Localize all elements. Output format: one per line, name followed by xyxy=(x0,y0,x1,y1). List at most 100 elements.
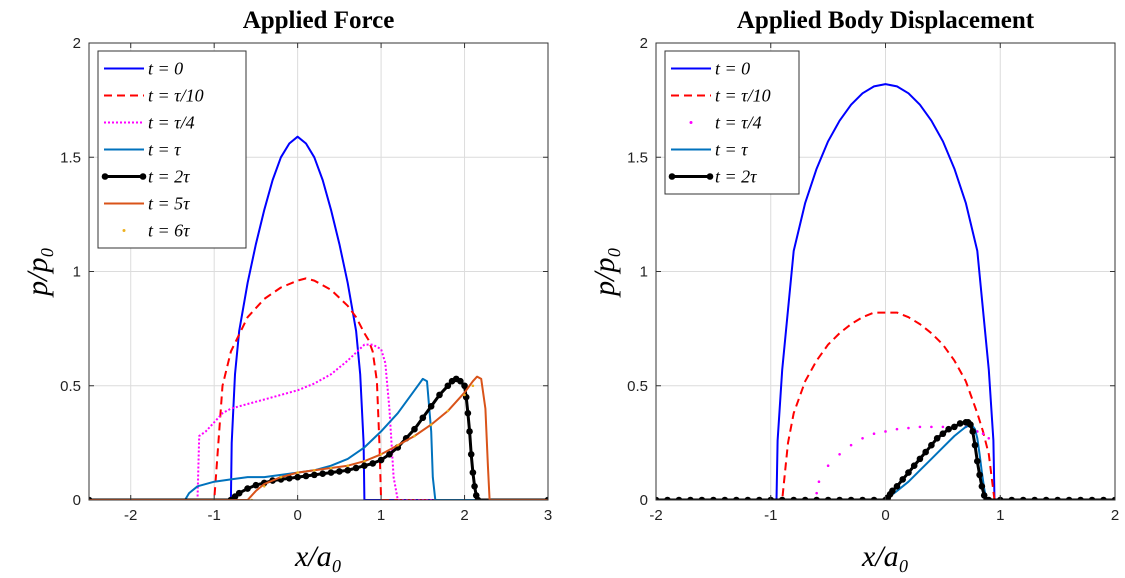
y-tick-label: 0.5 xyxy=(627,378,648,395)
series-marker-5 xyxy=(285,474,293,482)
series-point-7 xyxy=(463,393,466,397)
series-marker-5 xyxy=(928,441,935,449)
series-point-3 xyxy=(817,480,821,484)
series-marker-5 xyxy=(474,496,482,500)
legend-entry-label: t = τ/10 xyxy=(715,86,771,106)
series-marker-5 xyxy=(294,473,301,481)
series-marker-5 xyxy=(956,420,964,427)
y-tick-label: 2 xyxy=(73,35,81,52)
series-point-3 xyxy=(849,443,853,447)
series-marker-5 xyxy=(1077,496,1084,500)
legend-entry-label: t = τ/4 xyxy=(148,113,195,133)
chart-panel-1: -2 -1 0 1 2 3 0 0.5 1 1.5 2 Applied Force x/a₀ p/p₀ t … xyxy=(21,7,552,573)
series-point-3 xyxy=(941,425,945,429)
series-point-7 xyxy=(363,459,366,463)
legend: t = 0 t = τ/10 t = τ/4 t = τ t = 2τ t = 5τ t =… xyxy=(97,50,247,249)
series-marker-5 xyxy=(457,377,464,385)
series-marker-5 xyxy=(1019,496,1027,500)
series-point-3 xyxy=(861,437,864,440)
legend: t = 0 t = τ/10 t = τ/4 t = τ t = 2τ xyxy=(664,50,800,195)
series-point-3 xyxy=(895,427,899,431)
series-marker-5 xyxy=(461,382,468,390)
series-marker-5 xyxy=(252,481,260,489)
series-marker-5 xyxy=(899,476,907,483)
series-point-7 xyxy=(446,409,450,413)
series-marker-5 xyxy=(801,496,809,500)
series-marker-5 xyxy=(985,496,993,500)
series-marker-5 xyxy=(469,469,477,476)
legend-entry-label: t = 0 xyxy=(715,59,750,79)
series-marker-5 xyxy=(721,496,729,500)
series-marker-5 xyxy=(967,421,974,428)
series-marker-5 xyxy=(352,464,360,472)
y-tick-label: 0 xyxy=(73,492,81,509)
series-marker-5 xyxy=(859,496,866,500)
chart-panel-2: -2 -1 0 1 2 0 0.5 1 1.5 2 Applied Body Displacemen… xyxy=(588,7,1119,573)
x-tick-label: -1 xyxy=(764,507,777,524)
series-marker-5 xyxy=(319,470,326,478)
series-point-7 xyxy=(279,475,283,479)
series-marker-5 xyxy=(361,462,368,470)
series-marker-5 xyxy=(933,435,941,442)
legend-marker xyxy=(139,173,147,180)
y-tick-label: 1 xyxy=(640,264,648,281)
series-marker-5 xyxy=(910,462,918,470)
series-point-3 xyxy=(981,432,985,436)
series-point-3 xyxy=(884,430,887,433)
legend-box xyxy=(664,50,800,195)
series-marker-5 xyxy=(916,455,924,463)
series-marker-5 xyxy=(327,469,335,476)
y-axis-label: p/p₀ xyxy=(21,247,54,298)
series-marker-5 xyxy=(411,425,418,433)
series-group xyxy=(89,135,548,500)
x-tick-label: 0 xyxy=(293,507,301,524)
series-marker-5 xyxy=(945,425,952,433)
series-point-7 xyxy=(296,471,299,474)
series-marker-5 xyxy=(1065,496,1073,500)
series-point-7 xyxy=(396,443,400,447)
y-axis-label: p/p₀ xyxy=(588,247,621,298)
series-point-7 xyxy=(313,468,316,472)
series-point-3 xyxy=(930,425,933,429)
series-marker-5 xyxy=(377,456,385,464)
series-marker-5 xyxy=(1008,496,1016,500)
series-point-3 xyxy=(907,426,910,430)
x-tick-label: 3 xyxy=(544,507,552,524)
series-marker-5 xyxy=(971,441,979,449)
legend-entry-label: t = 2τ xyxy=(715,167,757,187)
x-tick-label: -1 xyxy=(208,507,221,524)
series-marker-5 xyxy=(824,496,832,500)
series-marker-5 xyxy=(687,496,694,500)
series-point-3 xyxy=(815,491,818,495)
series-marker-5 xyxy=(419,414,427,422)
y-tick-label: 0.5 xyxy=(60,378,81,395)
legend-entry-label: t = τ/4 xyxy=(715,113,762,133)
series-group xyxy=(656,83,1115,500)
series-marker-5 xyxy=(1111,496,1115,500)
y-tick-label: 1 xyxy=(73,264,81,281)
series-marker-5 xyxy=(889,487,896,495)
legend-marker xyxy=(101,173,109,180)
series-marker-5 xyxy=(664,496,671,500)
series-marker-5 xyxy=(905,469,912,476)
series-marker-5 xyxy=(870,496,878,500)
series-marker-5 xyxy=(893,482,901,490)
series-marker-5 xyxy=(1031,496,1038,500)
chart-title: Applied Force xyxy=(243,7,395,34)
series-point-3 xyxy=(838,453,841,456)
legend-entry-label: t = 2τ xyxy=(148,167,190,187)
legend-entry-label: t = τ xyxy=(715,140,748,160)
x-tick-label: -2 xyxy=(124,507,137,524)
series-marker-5 xyxy=(471,482,478,490)
series-marker-5 xyxy=(951,423,958,431)
legend-swatch xyxy=(689,121,693,124)
x-tick-label: 2 xyxy=(1111,507,1119,524)
x-tick-label: 1 xyxy=(377,507,385,524)
x-tick-label: 1 xyxy=(996,507,1004,524)
series-line-3 xyxy=(89,343,548,500)
series-marker-5 xyxy=(369,460,377,467)
series-marker-5 xyxy=(427,403,435,410)
series-marker-5 xyxy=(675,496,683,500)
series-marker-5 xyxy=(466,428,473,435)
